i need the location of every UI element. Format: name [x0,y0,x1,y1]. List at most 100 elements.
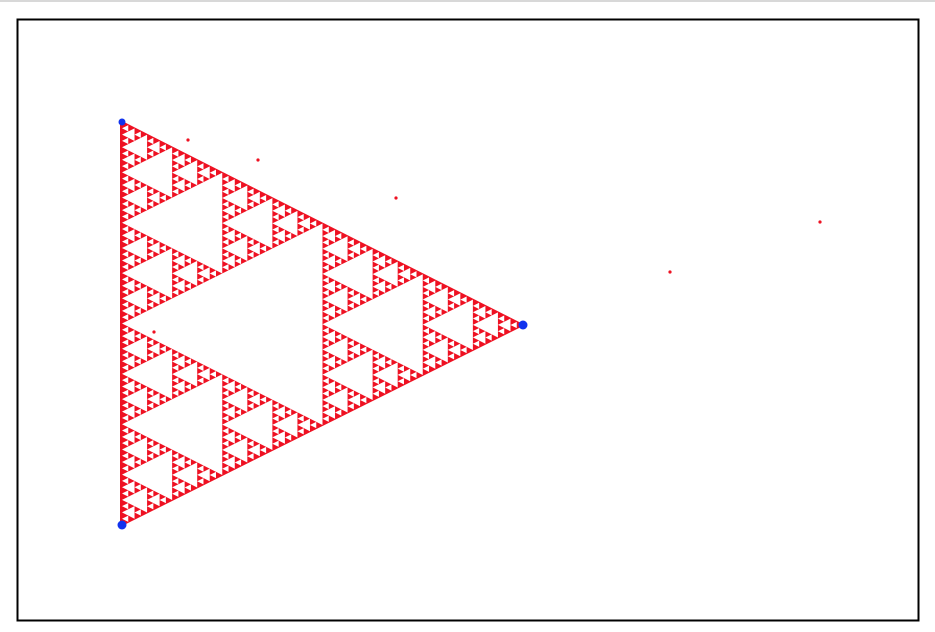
stray-points [152,138,822,334]
hole [222,427,229,435]
hole [172,251,179,258]
hole [122,329,135,343]
hole [122,440,129,447]
hole [422,305,436,319]
hole [134,257,141,264]
hole [134,458,141,466]
vertex [518,320,528,330]
hole [134,433,141,441]
hole [422,290,430,297]
hole [397,368,411,382]
hole [172,289,179,296]
hole [222,386,248,413]
hole [172,380,185,393]
hole [385,359,392,366]
hole [147,389,154,397]
hole [372,390,379,397]
hole [472,315,480,322]
hole [147,188,154,195]
hole [147,402,154,409]
hole [410,371,417,379]
hole [335,409,342,416]
hole [172,153,185,167]
hole [272,213,279,221]
hole [122,288,129,296]
hole [147,443,160,456]
hole [222,402,229,409]
hole [122,355,135,368]
hole [197,163,204,170]
hole [272,415,279,422]
hole [322,251,329,259]
hole [222,377,229,384]
hole [122,480,135,494]
hole [222,238,229,246]
hole [347,403,354,410]
hole [347,352,354,359]
hole [272,201,279,208]
hole [297,226,304,233]
hole [122,430,135,444]
hole [472,327,480,335]
hole [147,351,154,359]
vertex [117,520,127,530]
hole [259,194,267,202]
hole [322,352,329,359]
hole [372,280,386,293]
hole [122,223,323,425]
hole [147,238,154,245]
hole [234,182,242,189]
hole [234,257,242,265]
hole [159,194,166,201]
hole [122,285,148,311]
hole [172,452,179,460]
hole [122,490,129,497]
hole [497,315,505,322]
hole [209,371,216,378]
hole [410,271,417,278]
hole [347,292,361,306]
hole [172,361,198,387]
hole [447,293,461,306]
hole [172,477,179,485]
hole [347,340,354,347]
hole [134,207,141,214]
hole [122,304,135,318]
hole [159,496,166,504]
hole [297,415,304,422]
hole [272,427,279,435]
hole [197,465,204,472]
hole [247,188,254,195]
hole [272,204,285,218]
hole [122,452,129,459]
hole [347,289,354,297]
hole [322,336,348,363]
hole [272,210,298,236]
hole [272,229,285,243]
hole [372,255,386,268]
hole [197,377,204,384]
hole [122,351,129,359]
hole [422,352,430,360]
hole [134,509,141,516]
hole [397,365,404,372]
hole [222,251,229,258]
hole [184,358,191,365]
hole [372,352,379,360]
hole [147,440,154,447]
hole [172,160,198,186]
hole [222,198,273,249]
hole [372,362,398,388]
hole [222,437,248,463]
top-edge [0,0,935,2]
hole [147,301,154,308]
hole [122,162,129,170]
hole [322,327,329,334]
hole [159,345,166,352]
hole [447,343,461,357]
hole [184,459,191,466]
hole [172,355,185,368]
hole [134,232,141,239]
hole [122,147,173,198]
